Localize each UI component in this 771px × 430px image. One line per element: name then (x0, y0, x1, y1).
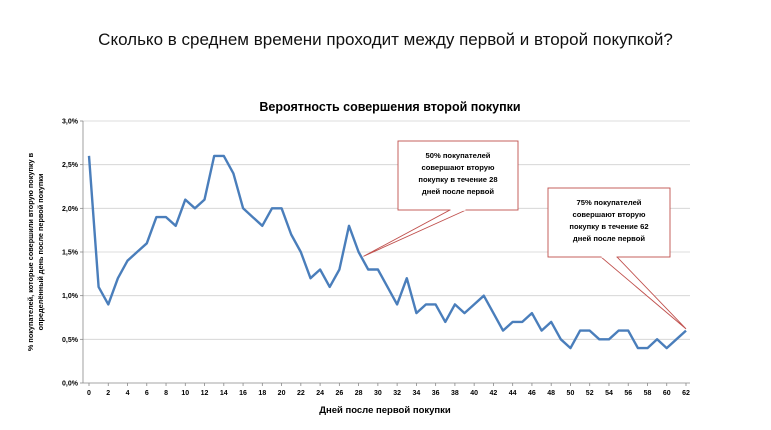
axes (80, 120, 690, 386)
chart-title: Вероятность совершения второй покупки (259, 100, 520, 114)
y-axis-label-line-2: определённый день после первой покупки (36, 174, 45, 331)
callout-pointer (363, 209, 467, 257)
x-tick-label: 0 (87, 390, 91, 397)
x-tick-label: 10 (181, 390, 189, 397)
callout-text-line: 50% покупателей (426, 151, 491, 160)
x-tick-label: 28 (355, 390, 363, 397)
x-tick-label: 24 (316, 390, 324, 397)
callout-text-line: дней после первой (422, 187, 494, 196)
x-tick-label: 56 (624, 390, 632, 397)
x-tick-label: 38 (451, 390, 459, 397)
x-tick-label: 50 (567, 390, 575, 397)
callout-text-line: 75% покупателей (577, 198, 642, 207)
x-tick-label: 6 (145, 390, 149, 397)
callout-text-line: покупку в течение 28 (418, 175, 497, 184)
y-tick-label: 1,5% (62, 250, 79, 257)
callout: 50% покупателей совершают вторую покупку в… (363, 140, 519, 257)
x-tick-label: 30 (374, 390, 382, 397)
callouts: 50% покупателей совершают вторую покупку в… (363, 140, 687, 330)
slide-title: Сколько в среднем времени проходит между… (98, 30, 673, 49)
y-ticks: 0,0% 0,5% 1,0% 1,5% 2,0% 2,5% 3,0% (62, 119, 79, 388)
x-tick-label: 32 (393, 390, 401, 397)
x-tick-label: 40 (470, 390, 478, 397)
callout-text-line: дней после первой (573, 234, 645, 243)
x-tick-label: 44 (509, 390, 517, 397)
callout: 75% покупателей совершают вторую покупку в… (547, 187, 687, 330)
callout-text-line: покупку в течение 62 (569, 222, 648, 231)
x-tick-label: 48 (547, 390, 555, 397)
x-tick-label: 16 (239, 390, 247, 397)
x-tick-label: 20 (278, 390, 286, 397)
callout-text-line: совершают вторую (572, 210, 646, 219)
y-axis-label-line-1: % покупателей, которые совершили вторую … (26, 152, 35, 351)
y-tick-label: 3,0% (62, 119, 79, 126)
x-tick-label: 62 (682, 390, 690, 397)
x-tick-label: 14 (220, 390, 228, 397)
x-tick-label: 18 (258, 390, 266, 397)
x-tick-label: 60 (663, 390, 671, 397)
x-tick-label: 8 (164, 390, 168, 397)
x-tick-label: 42 (490, 390, 498, 397)
y-tick-label: 2,5% (62, 162, 79, 169)
x-tick-label: 22 (297, 390, 305, 397)
x-tick-label: 34 (412, 390, 420, 397)
x-tick-label: 54 (605, 390, 613, 397)
x-tick-label: 52 (586, 390, 594, 397)
x-tick-label: 46 (528, 390, 536, 397)
series (87, 154, 687, 350)
callout-text-line: совершают вторую (421, 163, 495, 172)
y-tick-label: 1,0% (62, 293, 79, 300)
x-axis-label: Дней после первой покупки (319, 405, 451, 416)
x-tick-label: 12 (201, 390, 209, 397)
x-tick-label: 58 (644, 390, 652, 397)
x-ticks: 0 2 4 6 8 10 12 14 16 18 20 22 24 26 28 30 32 34 36 38 40 42 4… (87, 390, 690, 397)
callout-pointer (599, 256, 687, 330)
x-tick-label: 2 (106, 390, 110, 397)
callout-box (547, 187, 671, 258)
y-tick-label: 0,5% (62, 337, 79, 344)
x-tick-label: 36 (432, 390, 440, 397)
y-tick-label: 0,0% (62, 381, 79, 388)
x-tick-label: 26 (335, 390, 343, 397)
series-line (87, 154, 687, 350)
y-tick-label: 2,0% (62, 206, 79, 213)
x-tick-label: 4 (126, 390, 130, 397)
callout-box (397, 140, 519, 211)
